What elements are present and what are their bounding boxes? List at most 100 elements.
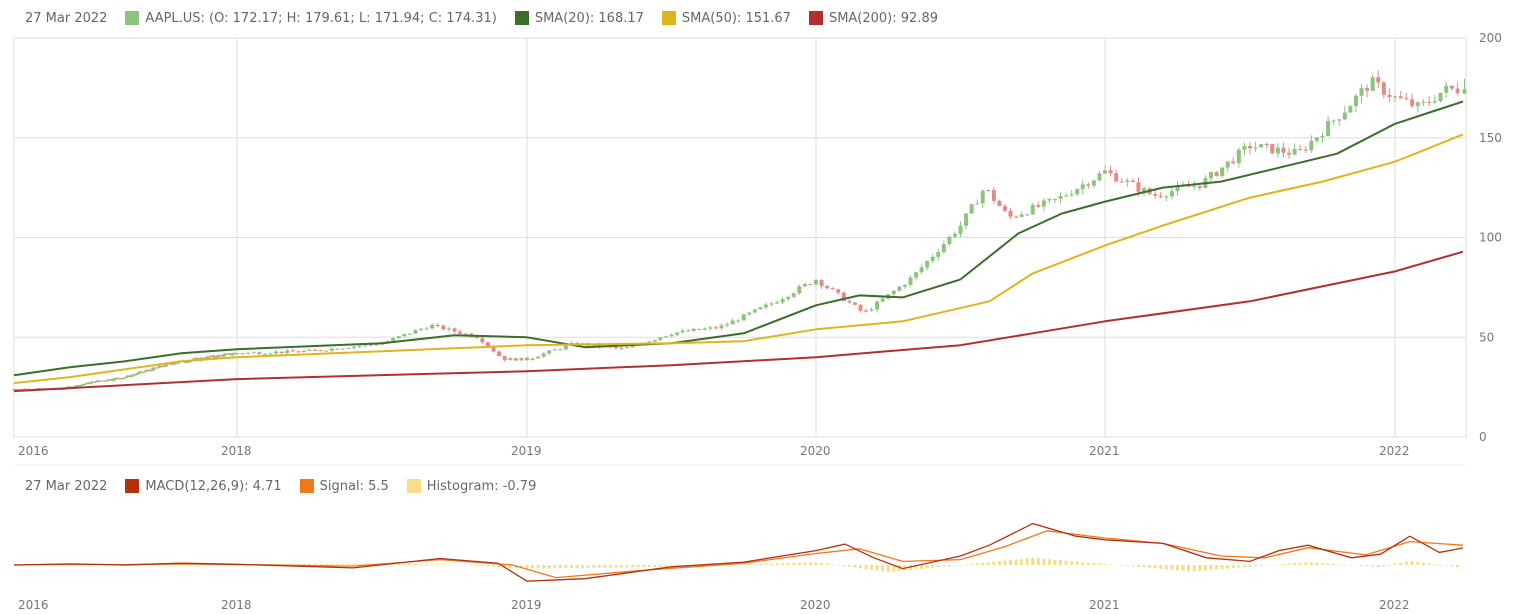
histogram-bar xyxy=(575,565,579,568)
histogram-bar xyxy=(397,563,401,565)
macd-swatch xyxy=(125,479,140,493)
histogram-bar xyxy=(1092,563,1096,565)
sma200-swatch xyxy=(808,11,823,25)
macd-legend-date: 27 Mar 2022 xyxy=(25,478,108,494)
histogram-bar xyxy=(731,564,735,566)
histogram-bar xyxy=(997,561,1001,565)
price-legend: 27 Mar 2022 AAPL.US: (O: 172.17; H: 179.… xyxy=(0,8,956,28)
histogram-bar xyxy=(486,565,490,567)
candle-up xyxy=(1052,198,1057,200)
candle-up xyxy=(142,371,147,373)
candle-down xyxy=(825,285,830,288)
histogram-bar xyxy=(936,565,940,568)
candle-down xyxy=(1231,161,1236,164)
histogram-bar xyxy=(1220,565,1224,570)
candle-down xyxy=(1108,170,1113,174)
candle-up xyxy=(1326,121,1331,137)
candle-up xyxy=(82,383,87,385)
candle-up xyxy=(209,355,214,357)
candle-down xyxy=(211,355,216,358)
histogram-bar xyxy=(569,565,573,569)
histogram-bar xyxy=(853,565,857,568)
candle-down xyxy=(858,304,863,311)
candle-up xyxy=(80,384,85,386)
candle-up xyxy=(251,352,256,354)
histogram-bar xyxy=(803,562,807,565)
candle-up xyxy=(552,349,557,351)
candle-down xyxy=(257,352,262,355)
candle-down xyxy=(108,379,113,381)
candle-up xyxy=(61,388,66,390)
signal-swatch xyxy=(299,479,314,493)
histogram-bar xyxy=(1031,557,1035,565)
candle-up xyxy=(35,388,40,390)
histogram-bar xyxy=(74,564,78,566)
histogram-bar xyxy=(184,564,188,565)
candle-up xyxy=(1353,95,1358,107)
candle-up xyxy=(947,236,952,245)
candle-up xyxy=(138,371,143,373)
candle-up xyxy=(652,339,657,342)
candle-up xyxy=(402,334,407,337)
candle-up xyxy=(172,363,177,365)
histogram-bar xyxy=(1456,565,1460,568)
candle-up xyxy=(941,244,946,253)
candle-up xyxy=(1019,214,1024,217)
candle-up xyxy=(902,284,907,287)
candle-down xyxy=(1197,185,1202,188)
histogram-bar xyxy=(836,565,840,566)
histogram-bar xyxy=(920,565,924,569)
legend-sma20[interactable]: SMA(20): 168.17 xyxy=(514,10,644,26)
histogram-bar xyxy=(72,564,76,566)
candle-down xyxy=(1130,180,1135,183)
histogram-bar xyxy=(1164,565,1168,570)
candle-up xyxy=(1091,180,1096,186)
legend-ohlc[interactable]: AAPL.US: (O: 172.17; H: 179.61; L: 171.9… xyxy=(125,11,497,26)
candle-up xyxy=(1058,195,1063,199)
legend-sma50[interactable]: SMA(50): 151.67 xyxy=(661,11,791,26)
histogram-bar xyxy=(61,564,65,566)
candle-up xyxy=(797,286,802,294)
candle-down xyxy=(207,356,212,358)
histogram-bar xyxy=(179,564,183,565)
candle-down xyxy=(1136,182,1141,192)
histogram-bar xyxy=(892,565,896,572)
candle-down xyxy=(441,325,446,330)
histogram-bar xyxy=(925,565,929,569)
histogram-bar xyxy=(1304,562,1308,565)
histogram-bar xyxy=(1259,565,1263,566)
histogram-bar xyxy=(302,564,306,565)
legend-sma200[interactable]: SMA(200): 92.89 xyxy=(808,11,938,26)
candle-up xyxy=(1164,196,1169,198)
sma20-label: SMA(20): 168.17 xyxy=(534,10,644,26)
histogram-bar xyxy=(525,565,529,569)
candle-up xyxy=(155,367,160,369)
histogram-bar xyxy=(1125,565,1129,566)
legend-signal[interactable]: Signal: 5.5 xyxy=(299,479,389,494)
candle-up xyxy=(1125,180,1130,183)
candle-up xyxy=(346,348,351,350)
histogram-bar xyxy=(1354,565,1358,566)
legend-date: 27 Mar 2022 xyxy=(25,10,108,26)
histogram-bar xyxy=(1120,565,1124,566)
histogram-bar xyxy=(797,562,801,565)
candle-down xyxy=(847,301,852,303)
candle-up xyxy=(329,348,334,351)
candle-up xyxy=(301,350,306,353)
candle-up xyxy=(1142,188,1147,192)
candle-up xyxy=(1025,214,1030,216)
candle-up xyxy=(74,385,79,387)
y-tick-label: 150 xyxy=(1479,131,1502,145)
legend-histogram[interactable]: Histogram: -0.79 xyxy=(406,478,537,494)
histogram-bar xyxy=(169,564,173,565)
histogram-bar xyxy=(458,565,462,566)
histogram-label: Histogram: -0.79 xyxy=(426,478,537,494)
candle-down xyxy=(497,351,502,357)
histogram-bar xyxy=(285,564,289,565)
histogram-bar xyxy=(1427,563,1431,565)
histogram-bar xyxy=(1337,564,1341,565)
legend-macd[interactable]: MACD(12,26,9): 4.71 xyxy=(125,479,282,494)
histogram-bar xyxy=(1209,565,1213,570)
candle-down xyxy=(697,328,702,330)
